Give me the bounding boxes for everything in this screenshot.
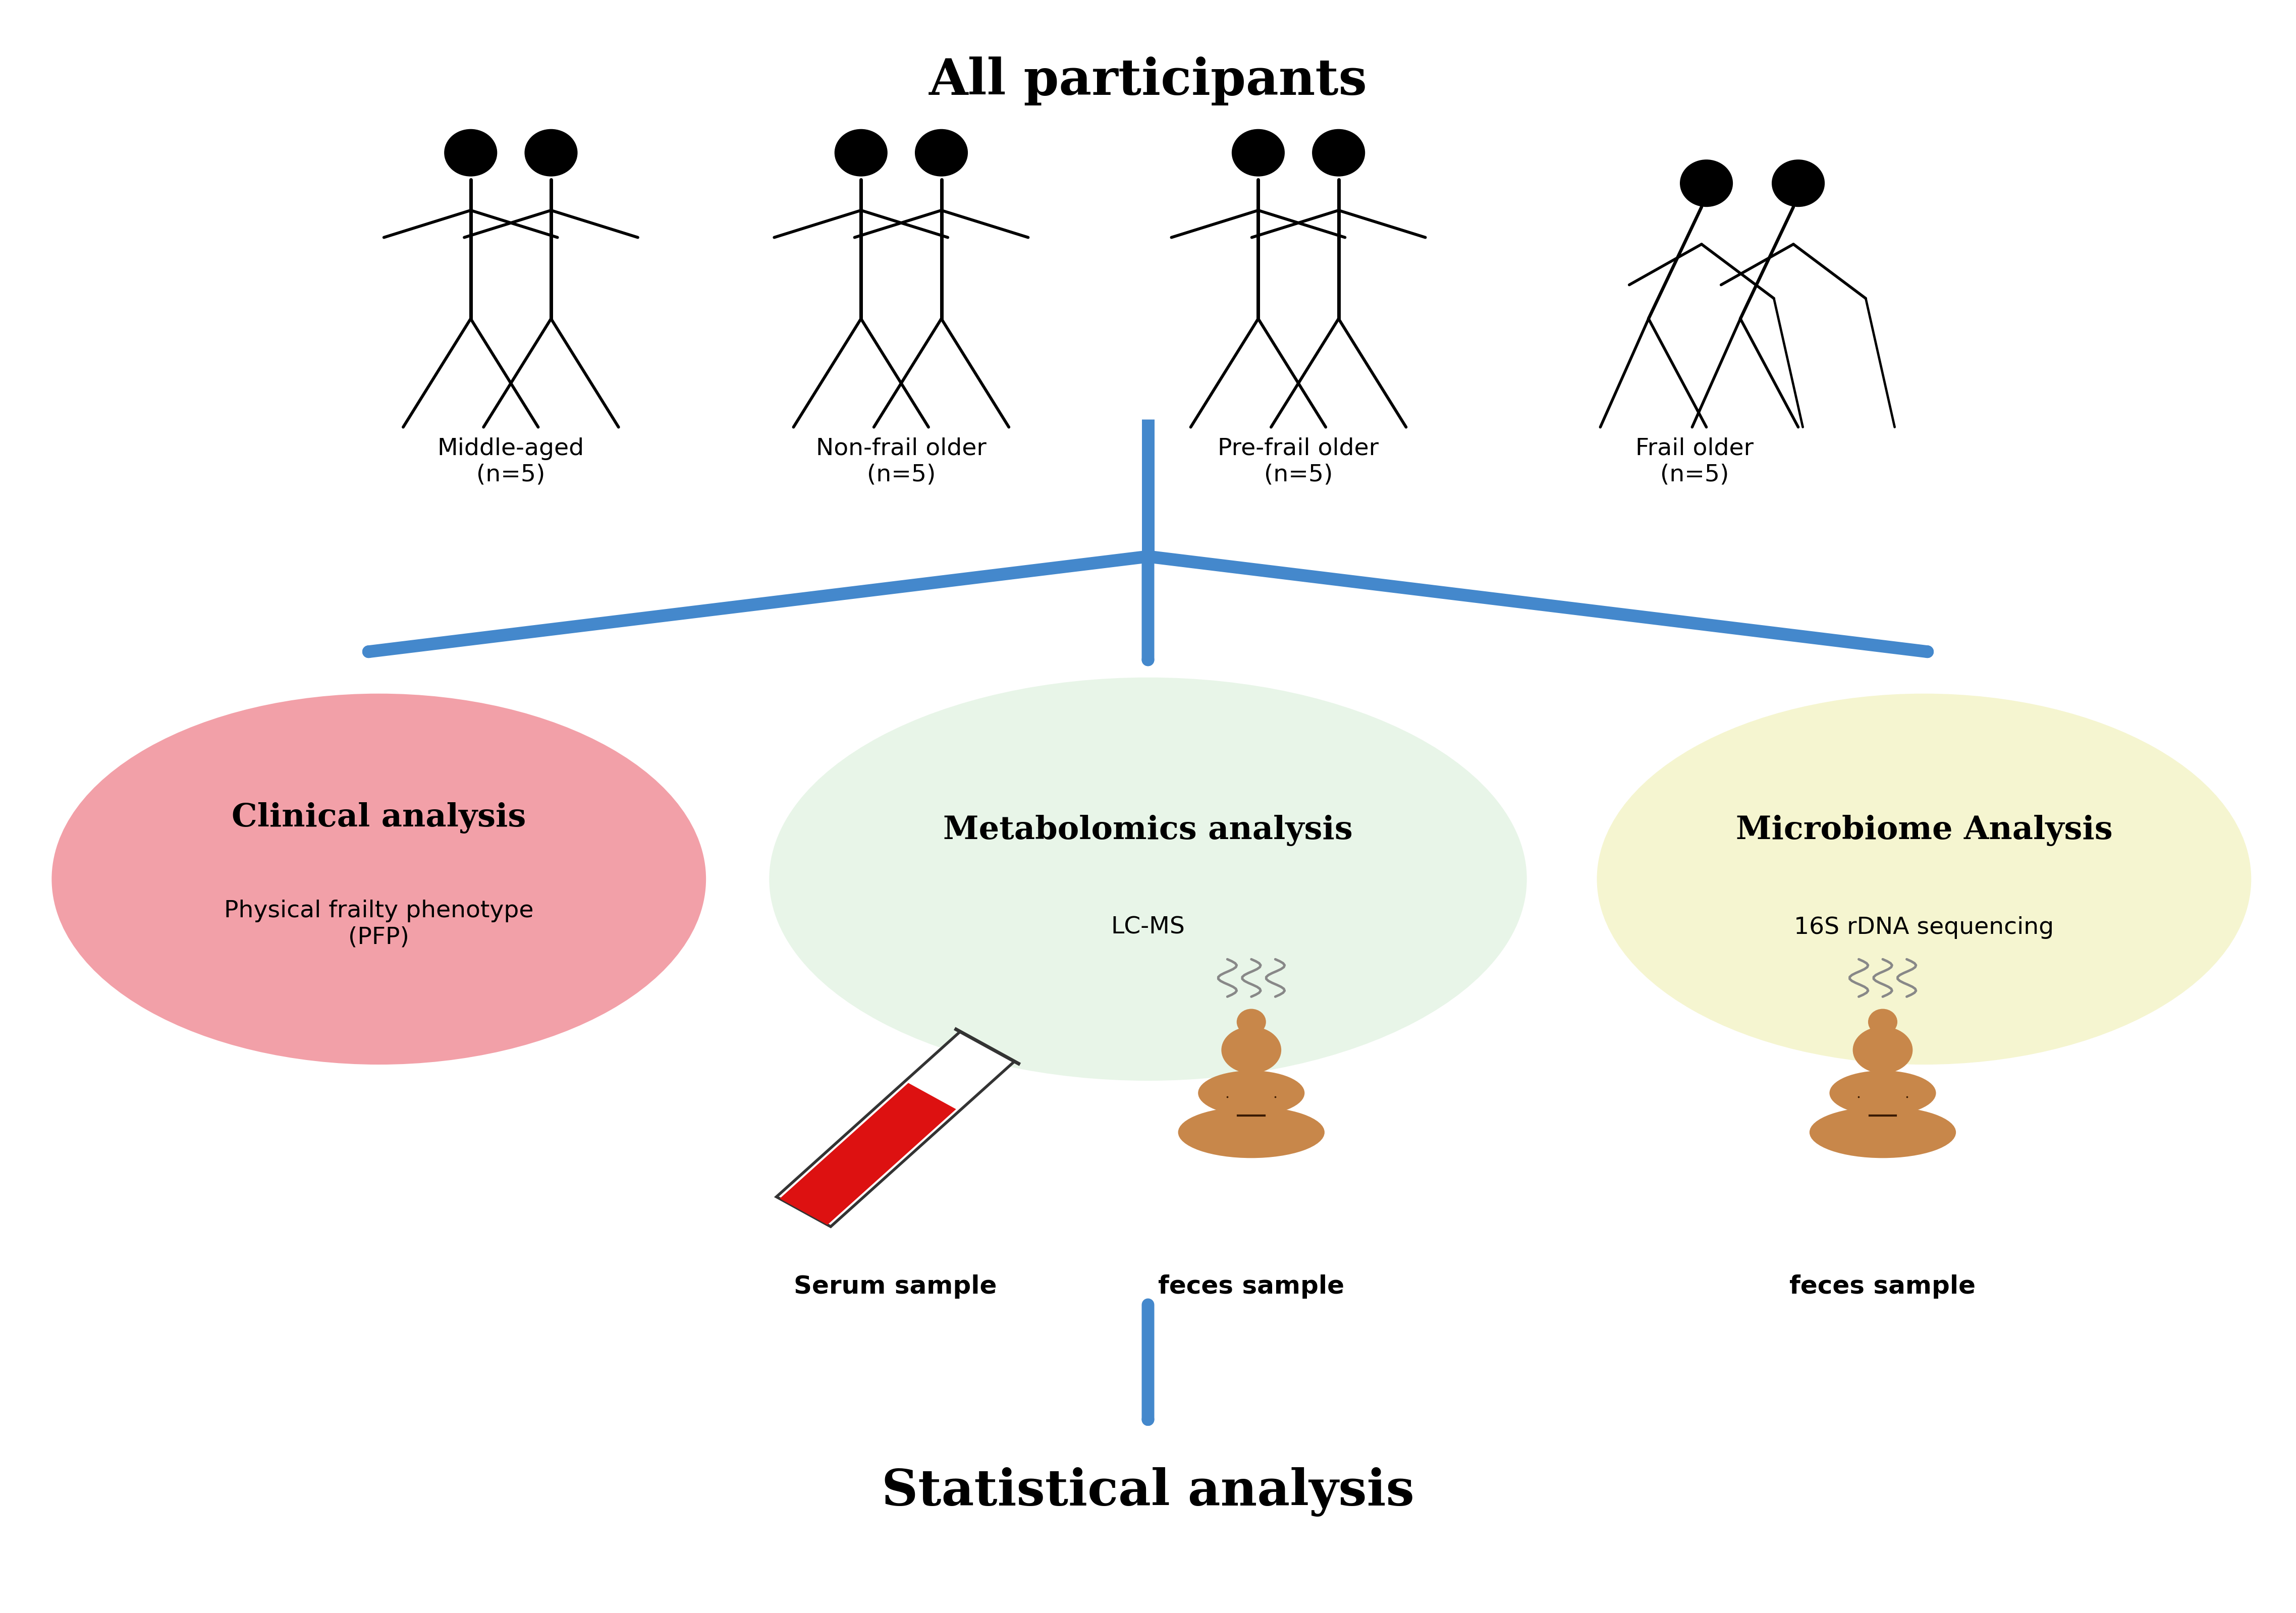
Ellipse shape [443, 129, 498, 176]
Ellipse shape [523, 129, 579, 176]
Text: Metabolomics analysis: Metabolomics analysis [944, 815, 1352, 847]
Text: Pre-frail older
(n=5): Pre-frail older (n=5) [1217, 437, 1380, 486]
Text: Middle-aged
(n=5): Middle-aged (n=5) [439, 437, 583, 486]
Ellipse shape [833, 129, 889, 176]
Text: Statistical analysis: Statistical analysis [882, 1468, 1414, 1516]
Text: LC-MS: LC-MS [1111, 916, 1185, 939]
Ellipse shape [914, 129, 969, 176]
Ellipse shape [51, 694, 707, 1065]
Text: Frail older
(n=5): Frail older (n=5) [1635, 437, 1754, 486]
Ellipse shape [1199, 1071, 1304, 1116]
Ellipse shape [1231, 129, 1286, 176]
Text: feces sample: feces sample [1789, 1274, 1977, 1298]
Ellipse shape [1238, 1008, 1265, 1036]
Ellipse shape [1773, 160, 1825, 206]
Text: feces sample: feces sample [1157, 1274, 1345, 1298]
Ellipse shape [769, 677, 1527, 1081]
Text: Serum sample: Serum sample [794, 1274, 996, 1298]
Ellipse shape [1178, 1107, 1325, 1158]
Text: Clinical analysis: Clinical analysis [232, 802, 526, 834]
Text: 16S rDNA sequencing: 16S rDNA sequencing [1793, 916, 2055, 939]
Ellipse shape [1681, 160, 1733, 206]
Ellipse shape [1221, 1026, 1281, 1073]
Ellipse shape [1311, 129, 1366, 176]
Text: Microbiome Analysis: Microbiome Analysis [1736, 815, 2112, 847]
Polygon shape [776, 1032, 1015, 1226]
Text: Non-frail older
(n=5): Non-frail older (n=5) [815, 437, 987, 486]
Text: All participants: All participants [930, 56, 1366, 105]
Ellipse shape [1853, 1026, 1913, 1073]
Ellipse shape [1869, 1008, 1896, 1036]
Ellipse shape [1830, 1071, 1936, 1116]
Text: Physical frailty phenotype
(PFP): Physical frailty phenotype (PFP) [225, 900, 533, 948]
Ellipse shape [1596, 694, 2250, 1065]
Polygon shape [781, 1082, 955, 1224]
Ellipse shape [1809, 1107, 1956, 1158]
